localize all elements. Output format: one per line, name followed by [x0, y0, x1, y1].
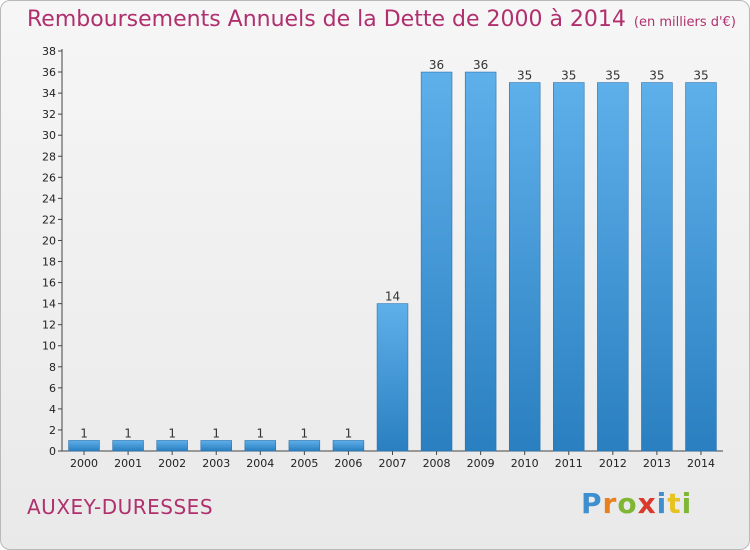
- x-tick-label: 2011: [555, 457, 583, 470]
- bar: [553, 82, 585, 452]
- bar: [200, 440, 232, 452]
- data-label: 1: [80, 426, 88, 440]
- x-tick-label: 2007: [379, 457, 407, 470]
- y-tick-label: 26: [42, 171, 56, 184]
- data-label: 1: [212, 426, 220, 440]
- data-label: 1: [256, 426, 264, 440]
- y-tick-label: 34: [42, 87, 56, 100]
- y-tick-label: 38: [42, 45, 56, 58]
- chart-title: Remboursements Annuels de la Dette de 20…: [27, 7, 736, 32]
- x-tick-label: 2005: [290, 457, 318, 470]
- data-label: 1: [301, 426, 309, 440]
- bar: [68, 440, 100, 452]
- data-label: 35: [649, 69, 664, 83]
- x-tick-label: 2012: [599, 457, 627, 470]
- bar: [420, 71, 453, 452]
- y-tick-label: 20: [42, 234, 56, 247]
- chart-labels: 1 1 1 1 1 1 1 14 36 36 35 35 35 35 35: [80, 58, 708, 440]
- y-tick-label: 14: [42, 298, 56, 311]
- data-label: 36: [473, 58, 488, 72]
- y-tick-label: 32: [42, 108, 56, 121]
- y-tick-label: 22: [42, 213, 56, 226]
- y-tick-label: 30: [42, 129, 56, 142]
- y-tick-label: 24: [42, 192, 56, 205]
- y-tick-label: 16: [42, 277, 56, 290]
- y-tick-label: 12: [42, 319, 56, 332]
- y-tick-label: 18: [42, 256, 56, 269]
- x-tick-label: 2010: [511, 457, 539, 470]
- y-tick-label: 8: [49, 361, 56, 374]
- data-label: 1: [168, 426, 176, 440]
- x-tick-label: 2014: [687, 457, 715, 470]
- x-tick-label: 2002: [158, 457, 186, 470]
- bar: [508, 82, 541, 452]
- data-label: 35: [517, 69, 532, 83]
- data-label: 35: [605, 69, 620, 83]
- y-tick-label: 10: [42, 340, 56, 353]
- x-tick-label: 2001: [114, 457, 142, 470]
- bar: [376, 303, 409, 452]
- bar: [244, 440, 277, 452]
- y-tick-label: 2: [49, 424, 56, 437]
- x-tick-label: 2000: [70, 457, 98, 470]
- data-label: 36: [429, 58, 444, 72]
- data-label: 35: [693, 69, 708, 83]
- bar: [597, 82, 629, 452]
- x-tick-label: 2008: [423, 457, 451, 470]
- y-tick-label: 28: [42, 150, 56, 163]
- bar: [288, 440, 321, 452]
- x-tick-label: 2013: [643, 457, 671, 470]
- bar: [332, 440, 365, 452]
- y-tick-label: 36: [42, 66, 56, 79]
- proxiti-logo: Proxiti: [581, 487, 693, 520]
- bar: [112, 440, 144, 452]
- y-tick-label: 6: [49, 382, 56, 395]
- x-tick-label: 2004: [246, 457, 274, 470]
- data-label: 35: [561, 69, 576, 83]
- y-tick-label: 0: [49, 445, 56, 458]
- data-label: 14: [385, 290, 400, 304]
- data-label: 1: [345, 426, 353, 440]
- commune-name: AUXEY-DURESSES: [27, 495, 214, 519]
- chart-bars: [68, 71, 717, 452]
- x-tick-label: 2003: [202, 457, 230, 470]
- chart-title-text: Remboursements Annuels de la Dette de 20…: [27, 7, 626, 32]
- bar: [156, 440, 188, 452]
- x-tick-label: 2009: [467, 457, 495, 470]
- data-label: 1: [124, 426, 132, 440]
- bar: [464, 71, 497, 452]
- bar: [685, 82, 717, 452]
- y-tick-label: 4: [49, 403, 56, 416]
- chart-subtitle: (en milliers d'€): [633, 15, 736, 30]
- bar: [641, 82, 673, 452]
- x-tick-label: 2006: [334, 457, 362, 470]
